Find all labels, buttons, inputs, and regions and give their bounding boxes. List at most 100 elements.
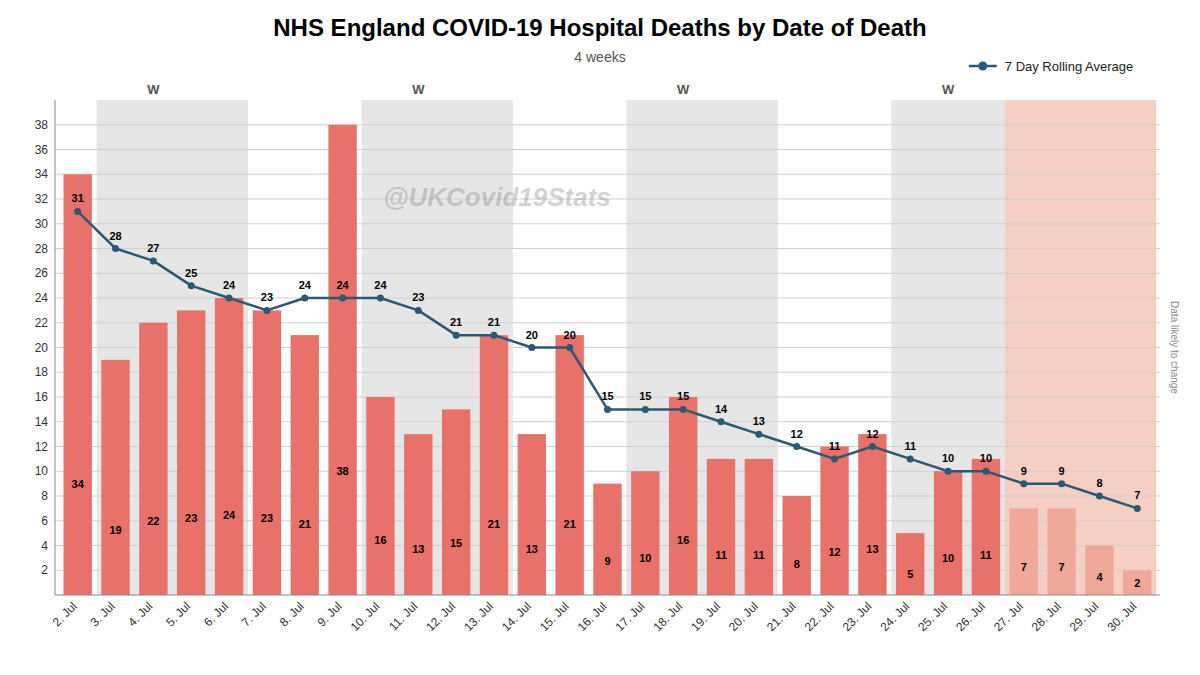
x-tick-label: 13. Jul	[461, 599, 496, 634]
bar-label: 23	[185, 512, 197, 524]
x-tick-label: 18. Jul	[650, 599, 685, 634]
bar	[745, 459, 773, 595]
line-marker	[604, 406, 611, 413]
bar	[934, 471, 962, 595]
line-label: 7	[1134, 489, 1140, 501]
line-marker	[907, 455, 914, 462]
x-tick-label: 8. Jul	[277, 599, 307, 629]
bar-label: 21	[299, 518, 311, 530]
y-tick-label: 36	[35, 143, 49, 157]
bar-label: 8	[794, 558, 800, 570]
bar	[253, 310, 281, 595]
grid-line	[55, 223, 1160, 224]
bar	[555, 335, 583, 595]
line-marker	[831, 455, 838, 462]
line-label: 23	[261, 291, 273, 303]
bar-label: 5	[907, 568, 913, 580]
y-tick-label: 30	[35, 217, 49, 231]
x-tick-label: 25. Jul	[915, 599, 950, 634]
line-label: 9	[1021, 465, 1027, 477]
bar-label: 11	[753, 549, 765, 561]
line-marker	[1096, 493, 1103, 500]
x-tick-label: 11. Jul	[386, 599, 420, 633]
bar-label: 22	[147, 515, 159, 527]
bar	[215, 298, 243, 595]
bar-label: 19	[109, 524, 121, 536]
week-label: W	[412, 82, 425, 97]
line-marker	[226, 295, 233, 302]
x-tick-label: 26. Jul	[953, 599, 988, 634]
y-tick-label: 14	[35, 415, 49, 429]
bar	[291, 335, 319, 595]
x-tick-label: 29. Jul	[1067, 599, 1102, 634]
line-label: 10	[980, 452, 992, 464]
grid-line	[55, 174, 1160, 175]
line-marker	[680, 406, 687, 413]
y-tick-label: 38	[35, 118, 49, 132]
line-marker	[642, 406, 649, 413]
bar	[139, 323, 167, 595]
line-label: 8	[1096, 477, 1102, 489]
line-marker	[415, 307, 422, 314]
x-tick-label: 5. Jul	[163, 599, 193, 629]
bar	[366, 397, 394, 595]
x-tick-label: 2. Jul	[50, 599, 80, 629]
x-tick-label: 22. Jul	[802, 599, 837, 634]
y-tick-label: 16	[35, 390, 49, 404]
line-label: 15	[639, 390, 651, 402]
line-label: 27	[147, 242, 159, 254]
bar	[783, 496, 811, 595]
bar-label: 15	[450, 537, 462, 549]
bar-label: 13	[866, 543, 878, 555]
bar-label: 7	[1021, 561, 1027, 573]
bar	[1085, 546, 1113, 596]
bar-label: 21	[488, 518, 500, 530]
line-marker	[301, 295, 308, 302]
grid-line	[55, 248, 1160, 249]
line-marker	[377, 295, 384, 302]
line-label: 13	[753, 415, 765, 427]
line-marker	[490, 332, 497, 339]
line-marker	[339, 295, 346, 302]
line-label: 20	[526, 329, 538, 341]
grid-line	[55, 273, 1160, 274]
bar	[328, 125, 356, 595]
week-label: W	[147, 82, 160, 97]
x-tick-label: 7. Jul	[239, 599, 269, 629]
x-tick-label: 4. Jul	[125, 599, 155, 629]
line-label: 10	[942, 452, 954, 464]
grid-line	[55, 149, 1160, 150]
line-label: 23	[412, 291, 424, 303]
line-label: 21	[488, 316, 500, 328]
line-label: 14	[715, 403, 728, 415]
grid-line	[55, 124, 1160, 125]
bar-label: 24	[223, 509, 236, 521]
line-marker	[1020, 480, 1027, 487]
bar	[404, 434, 432, 595]
bar-label: 9	[604, 555, 610, 567]
bar-label: 23	[261, 512, 273, 524]
subtitle: 4 weeks	[574, 49, 625, 65]
line-marker	[1058, 480, 1065, 487]
x-tick-label: 24. Jul	[877, 599, 912, 634]
line-label: 15	[601, 390, 613, 402]
y-tick-label: 24	[35, 291, 49, 305]
bar	[177, 310, 205, 595]
bar	[101, 360, 129, 595]
x-tick-label: 17. Jul	[613, 599, 648, 634]
x-tick-label: 6. Jul	[201, 599, 231, 629]
bar-label: 38	[336, 465, 348, 477]
line-marker	[188, 282, 195, 289]
line-label: 12	[791, 428, 803, 440]
y-tick-label: 34	[35, 167, 49, 181]
y-tick-label: 10	[35, 464, 49, 478]
week-label: W	[942, 82, 955, 97]
chart: 24681012141618202224262830323436382. Jul…	[0, 0, 1200, 675]
line-marker	[945, 468, 952, 475]
line-label: 31	[72, 192, 84, 204]
line-marker	[566, 344, 573, 351]
bar-label: 13	[412, 543, 424, 555]
bar-label: 7	[1059, 561, 1065, 573]
line-label: 24	[336, 279, 349, 291]
line-marker	[1134, 505, 1141, 512]
